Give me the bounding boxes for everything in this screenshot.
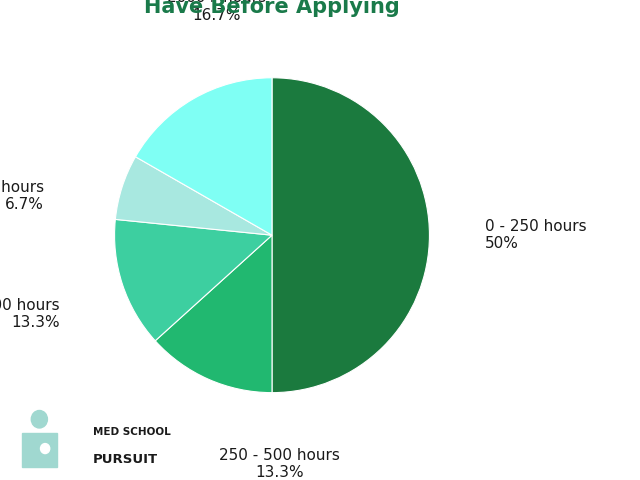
Wedge shape <box>156 235 272 393</box>
Wedge shape <box>115 219 272 341</box>
Polygon shape <box>22 433 57 468</box>
Text: 0 - 250 hours
50%: 0 - 250 hours 50% <box>484 219 586 252</box>
Wedge shape <box>136 78 272 235</box>
Text: 1000 - 2000 hours
6.7%: 1000 - 2000 hours 6.7% <box>0 180 44 212</box>
Text: MED SCHOOL: MED SCHOOL <box>93 427 170 437</box>
Circle shape <box>40 444 50 454</box>
Circle shape <box>31 410 47 428</box>
Wedge shape <box>272 78 429 393</box>
Text: 500 -1000 hours
13.3%: 500 -1000 hours 13.3% <box>0 298 60 330</box>
Text: 250 - 500 hours
13.3%: 250 - 500 hours 13.3% <box>220 448 340 480</box>
Text: PURSUIT: PURSUIT <box>93 453 158 466</box>
Title: Average Number of Research Hours Premed Students
Have Before Applying: Average Number of Research Hours Premed … <box>0 0 588 17</box>
Wedge shape <box>115 157 272 235</box>
Text: 2000+ hours
16.7%: 2000+ hours 16.7% <box>167 0 266 23</box>
